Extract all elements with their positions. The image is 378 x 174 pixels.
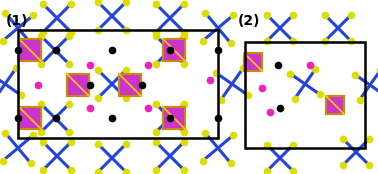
Bar [67, 74, 89, 96]
Text: (2): (2) [238, 14, 260, 28]
Bar [163, 39, 185, 61]
Bar [245, 42, 365, 148]
Bar [326, 96, 344, 114]
Bar [18, 30, 218, 138]
Text: (1): (1) [6, 14, 28, 28]
Bar [163, 107, 185, 129]
Bar [119, 74, 141, 96]
Bar [244, 53, 262, 71]
Bar [19, 107, 41, 129]
Bar [19, 39, 41, 61]
